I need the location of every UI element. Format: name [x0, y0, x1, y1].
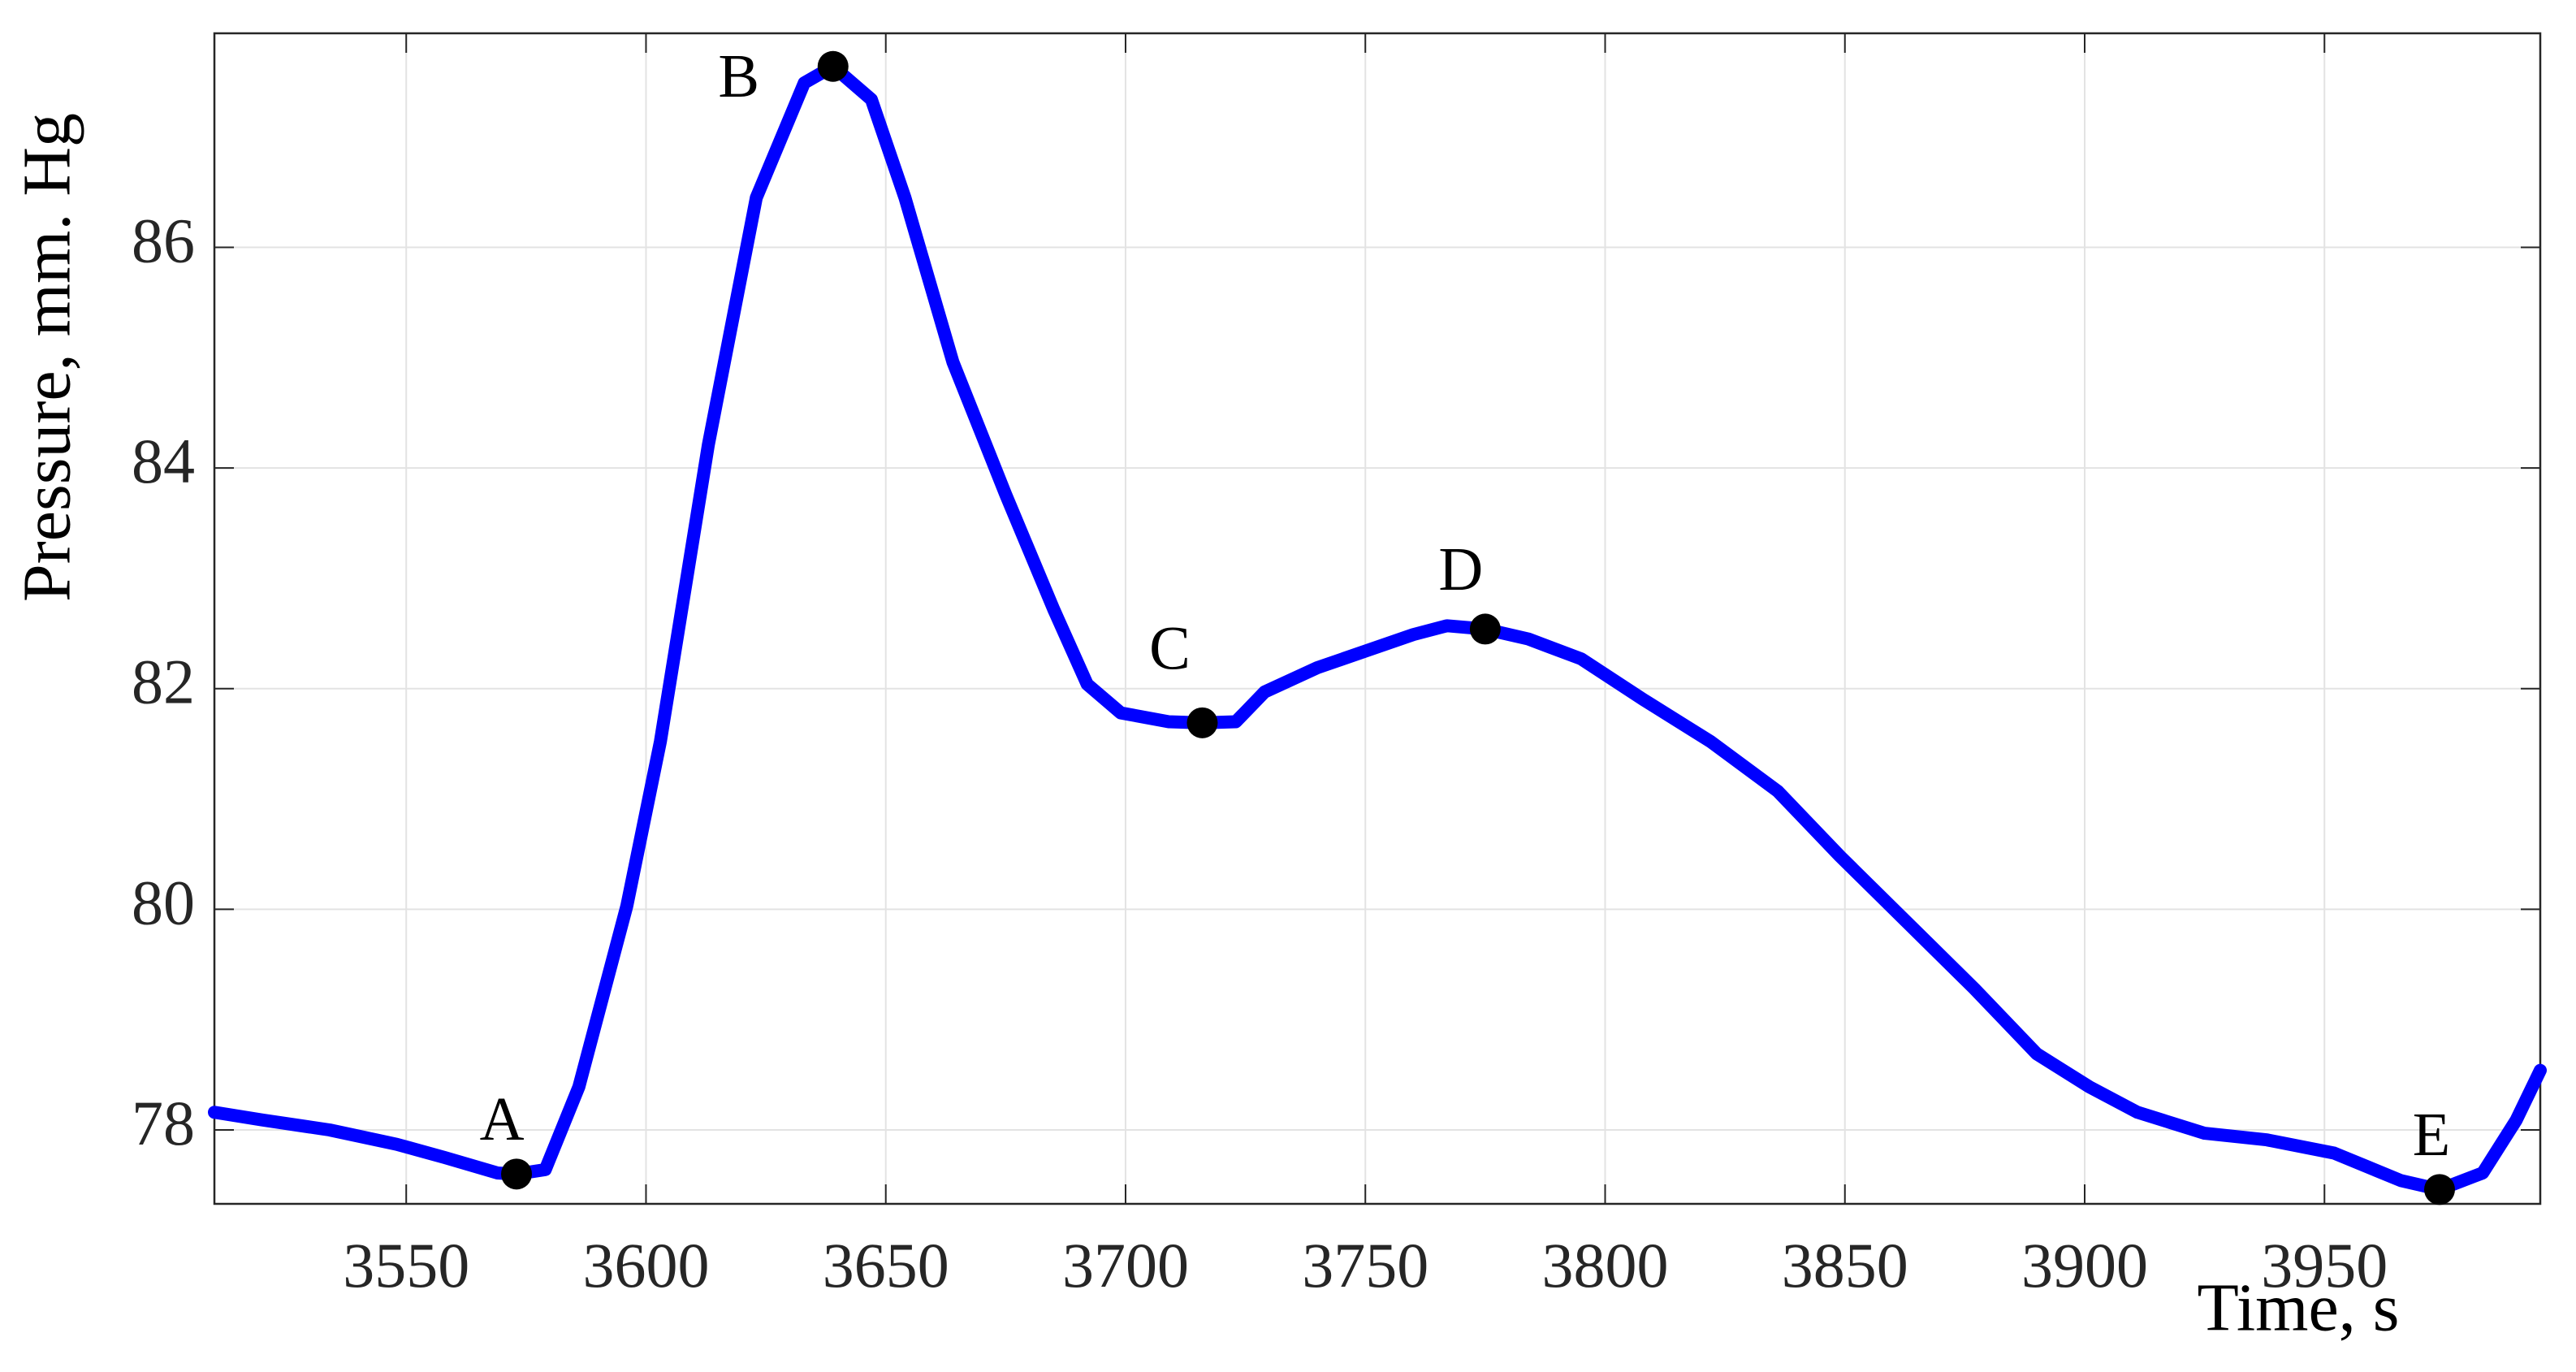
y-tick-label: 80	[132, 867, 195, 937]
point-label: E	[2413, 1101, 2450, 1169]
x-tick-label: 3800	[1541, 1230, 1668, 1301]
y-tick-label: 84	[132, 426, 195, 496]
x-axis-label: Time, s	[2197, 1270, 2399, 1345]
key-point	[1469, 613, 1501, 645]
x-tick-label: 3700	[1062, 1230, 1189, 1301]
x-tick-label: 3650	[823, 1230, 949, 1301]
point-label: D	[1438, 535, 1483, 604]
x-tick-label: 3950	[2261, 1230, 2388, 1301]
key-point	[2423, 1174, 2455, 1205]
point-label: A	[480, 1085, 525, 1153]
x-tick-label: 3850	[1782, 1230, 1908, 1301]
key-point	[501, 1158, 533, 1190]
y-tick-label: 78	[132, 1088, 195, 1158]
x-tick-label: 3750	[1302, 1230, 1428, 1301]
y-tick-label: 82	[132, 647, 195, 717]
y-axis-label: Pressure, mm. Hg	[9, 113, 84, 602]
data-line	[208, 59, 2547, 1197]
x-tick-label: 3900	[2021, 1230, 2148, 1301]
point-label: B	[718, 42, 759, 110]
x-tick-label: 3550	[343, 1230, 469, 1301]
x-tick-label: 3600	[582, 1230, 709, 1301]
key-point	[1186, 707, 1218, 738]
y-tick-label: 86	[132, 205, 195, 275]
plot-frame	[213, 32, 2542, 1205]
point-label: C	[1149, 614, 1191, 682]
key-point	[817, 50, 849, 82]
